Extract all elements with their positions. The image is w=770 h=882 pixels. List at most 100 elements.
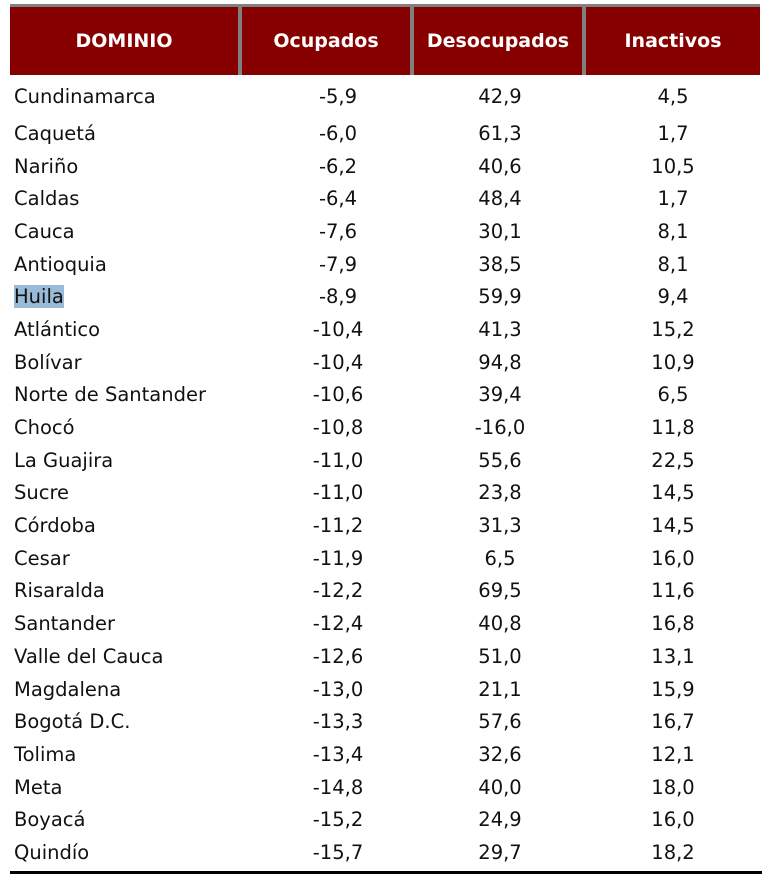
dominio-label: Valle del Cauca: [14, 644, 164, 668]
table-row: La Guajira -11,0 55,6 22,5: [10, 444, 760, 477]
table-row: Magdalena -13,0 21,1 15,9: [10, 673, 760, 706]
cell-desocupados: 61,3: [478, 121, 522, 145]
cell-dominio: Bolívar: [10, 351, 242, 374]
cell-desocupados: 48,4: [478, 187, 522, 211]
data-table: DOMINIO Ocupados Desocupados Inactivos C…: [10, 4, 762, 874]
cell-inactivos: 14,5: [651, 481, 695, 505]
header-inactivos: Inactivos: [624, 30, 722, 52]
cell-inactivos: 10,5: [651, 154, 695, 178]
cell-inactivos: 15,9: [651, 677, 695, 701]
table-row: Bolívar -10,4 94,8 10,9: [10, 346, 760, 379]
cell-desocupados: 51,0: [478, 644, 522, 668]
table-row: Meta -14,8 40,0 18,0: [10, 771, 760, 804]
dominio-label: Risaralda: [14, 579, 105, 603]
cell-inactivos: 8,1: [657, 219, 689, 243]
dominio-label: Antioquia: [14, 252, 107, 276]
cell-ocupados: -10,6: [312, 383, 364, 407]
dominio-label: Cundinamarca: [14, 84, 156, 108]
table-row: Huila -8,9 59,9 9,4: [10, 280, 760, 313]
table-row: Sucre -11,0 23,8 14,5: [10, 477, 760, 510]
cell-ocupados: -11,2: [312, 514, 364, 538]
cell-desocupados: 42,9: [478, 84, 522, 108]
cell-inactivos: 12,1: [651, 742, 695, 766]
cell-desocupados: 6,5: [484, 546, 516, 570]
cell-desocupados: 40,0: [478, 775, 522, 799]
cell-ocupados: -12,4: [312, 612, 364, 636]
cell-desocupados: 30,1: [478, 219, 522, 243]
dominio-label: Caldas: [14, 187, 80, 211]
cell-inactivos: 1,7: [657, 187, 689, 211]
cell-desocupados: 31,3: [478, 514, 522, 538]
cell-inactivos: 11,8: [651, 416, 695, 440]
cell-ocupados: -13,4: [312, 742, 364, 766]
dominio-label: Norte de Santander: [14, 383, 206, 407]
cell-inactivos: 15,2: [651, 317, 695, 341]
dominio-label: Chocó: [14, 416, 75, 440]
table-row: Córdoba -11,2 31,3 14,5: [10, 509, 760, 542]
cell-inactivos: 1,7: [657, 121, 689, 145]
dominio-label: Cauca: [14, 219, 75, 243]
cell-ocupados: -11,0: [312, 448, 364, 472]
cell-inactivos: 16,0: [651, 546, 695, 570]
cell-desocupados: 41,3: [478, 317, 522, 341]
cell-desocupados: 21,1: [478, 677, 522, 701]
table-row: Tolima -13,4 32,6 12,1: [10, 738, 760, 771]
table-row: Antioquia -7,9 38,5 8,1: [10, 248, 760, 281]
cell-dominio: Tolima: [10, 743, 242, 766]
cell-inactivos: 8,1: [657, 252, 689, 276]
cell-desocupados: -16,0: [474, 416, 526, 440]
cell-dominio: Chocó: [10, 416, 242, 439]
cell-ocupados: -12,2: [312, 579, 364, 603]
header-desocupados: Desocupados: [414, 7, 586, 75]
dominio-label: Atlántico: [14, 317, 101, 341]
cell-ocupados: -6,0: [318, 121, 358, 145]
dominio-label: La Guajira: [14, 448, 114, 472]
cell-inactivos: 22,5: [651, 448, 695, 472]
cell-dominio: Boyacá: [10, 808, 242, 831]
cell-ocupados: -15,2: [312, 808, 364, 832]
cell-ocupados: -11,9: [312, 546, 364, 570]
cell-inactivos: 16,7: [651, 710, 695, 734]
cell-dominio: Sucre: [10, 481, 242, 504]
cell-desocupados: 57,6: [478, 710, 522, 734]
cell-desocupados: 40,8: [478, 612, 522, 636]
table-row: Boyacá -15,2 24,9 16,0: [10, 803, 760, 836]
cell-ocupados: -6,4: [318, 187, 358, 211]
table-row: Risaralda -12,2 69,5 11,6: [10, 575, 760, 608]
cell-dominio: Meta: [10, 776, 242, 799]
cell-desocupados: 29,7: [478, 840, 522, 864]
cell-ocupados: -13,3: [312, 710, 364, 734]
cell-dominio: Atlántico: [10, 318, 242, 341]
cell-ocupados: -10,8: [312, 416, 364, 440]
table-row: Caquetá -6,0 61,3 1,7: [10, 117, 760, 150]
cell-inactivos: 18,2: [651, 840, 695, 864]
dominio-label: Sucre: [14, 481, 70, 505]
cell-dominio: Huila: [10, 285, 242, 309]
cell-dominio: Bogotá D.C.: [10, 710, 242, 733]
dominio-label: Tolima: [14, 742, 77, 766]
cell-inactivos: 16,0: [651, 808, 695, 832]
cell-desocupados: 38,5: [478, 252, 522, 276]
dominio-label: Nariño: [14, 154, 79, 178]
cell-ocupados: -10,4: [312, 317, 364, 341]
cell-ocupados: -7,9: [318, 252, 358, 276]
cell-dominio: Risaralda: [10, 579, 242, 602]
cell-desocupados: 94,8: [478, 350, 522, 374]
cell-dominio: Córdoba: [10, 514, 242, 537]
cell-inactivos: 14,5: [651, 514, 695, 538]
cell-desocupados: 32,6: [478, 742, 522, 766]
table-row: Atlántico -10,4 41,3 15,2: [10, 313, 760, 346]
cell-inactivos: 9,4: [657, 285, 689, 309]
cell-desocupados: 59,9: [478, 285, 522, 309]
table-row: Caldas -6,4 48,4 1,7: [10, 182, 760, 215]
cell-desocupados: 69,5: [478, 579, 522, 603]
dominio-label: Bogotá D.C.: [14, 710, 131, 734]
cell-dominio: La Guajira: [10, 449, 242, 472]
cell-dominio: Cundinamarca: [10, 85, 242, 108]
cell-ocupados: -7,6: [318, 219, 358, 243]
dominio-label: Santander: [14, 612, 116, 636]
cell-dominio: Norte de Santander: [10, 383, 242, 406]
cell-desocupados: 23,8: [478, 481, 522, 505]
cell-dominio: Santander: [10, 612, 242, 635]
table-row: Santander -12,4 40,8 16,8: [10, 607, 760, 640]
